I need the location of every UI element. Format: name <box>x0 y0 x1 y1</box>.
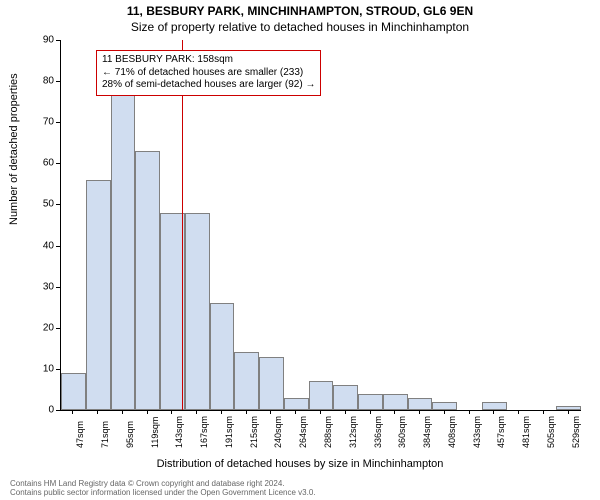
y-tick-mark <box>56 40 60 41</box>
y-tick-mark <box>56 369 60 370</box>
x-tick-mark <box>543 410 544 414</box>
x-tick-label: 215sqm <box>249 416 259 448</box>
histogram-bar <box>556 406 581 410</box>
x-tick-mark <box>345 410 346 414</box>
x-tick-mark <box>221 410 222 414</box>
x-tick-label: 71sqm <box>100 421 110 448</box>
x-tick-mark <box>419 410 420 414</box>
y-tick-label: 10 <box>43 363 54 374</box>
annotation-box: 11 BESBURY PARK: 158sqm ← 71% of detache… <box>96 50 321 96</box>
y-tick-label: 40 <box>43 240 54 251</box>
y-tick-label: 70 <box>43 117 54 128</box>
x-tick-mark <box>295 410 296 414</box>
histogram-bar <box>383 394 408 410</box>
chart-title-address: 11, BESBURY PARK, MINCHINHAMPTON, STROUD… <box>0 4 600 18</box>
y-axis-label: Number of detached properties <box>8 73 20 225</box>
x-tick-label: 457sqm <box>496 416 506 448</box>
y-tick-label: 80 <box>43 76 54 87</box>
histogram-bar <box>358 394 383 410</box>
x-tick-label: 529sqm <box>571 416 581 448</box>
histogram-bar <box>259 357 284 410</box>
histogram-bar <box>185 213 210 410</box>
histogram-bar <box>432 402 457 410</box>
x-tick-label: 505sqm <box>546 416 556 448</box>
x-tick-mark <box>246 410 247 414</box>
chart-title-description: Size of property relative to detached ho… <box>0 20 600 34</box>
x-tick-mark <box>147 410 148 414</box>
histogram-bar <box>135 151 160 410</box>
y-tick-mark <box>56 410 60 411</box>
x-tick-label: 433sqm <box>472 416 482 448</box>
x-tick-label: 312sqm <box>348 416 358 448</box>
y-tick-mark <box>56 163 60 164</box>
y-tick-label: 50 <box>43 199 54 210</box>
x-tick-mark <box>72 410 73 414</box>
x-tick-label: 264sqm <box>298 416 308 448</box>
x-tick-mark <box>97 410 98 414</box>
x-tick-label: 408sqm <box>447 416 457 448</box>
histogram-bar <box>333 385 358 410</box>
annotation-line2: ← 71% of detached houses are smaller (23… <box>102 67 315 80</box>
x-tick-label: 191sqm <box>224 416 234 448</box>
marker-line <box>182 40 183 410</box>
x-tick-mark <box>394 410 395 414</box>
histogram-bar <box>482 402 507 410</box>
x-tick-label: 384sqm <box>422 416 432 448</box>
footer-line2: Contains public sector information licen… <box>10 488 316 498</box>
x-tick-label: 95sqm <box>125 421 135 448</box>
histogram-bar <box>61 373 86 410</box>
x-tick-mark <box>270 410 271 414</box>
annotation-line1: 11 BESBURY PARK: 158sqm <box>102 54 315 67</box>
y-tick-mark <box>56 328 60 329</box>
x-tick-label: 336sqm <box>373 416 383 448</box>
y-tick-mark <box>56 122 60 123</box>
x-tick-mark <box>444 410 445 414</box>
histogram-bar <box>234 352 259 410</box>
histogram-bar <box>86 180 111 410</box>
footer-attribution: Contains HM Land Registry data © Crown c… <box>10 479 316 498</box>
x-tick-mark <box>122 410 123 414</box>
y-tick-label: 90 <box>43 35 54 46</box>
x-tick-mark <box>370 410 371 414</box>
x-tick-mark <box>320 410 321 414</box>
x-tick-mark <box>196 410 197 414</box>
x-axis-label: Distribution of detached houses by size … <box>0 458 600 470</box>
histogram-bar <box>309 381 334 410</box>
x-tick-mark <box>469 410 470 414</box>
y-tick-label: 60 <box>43 158 54 169</box>
x-tick-label: 143sqm <box>174 416 184 448</box>
x-tick-mark <box>518 410 519 414</box>
histogram-bar <box>284 398 309 410</box>
plot-area <box>60 40 581 411</box>
y-tick-label: 30 <box>43 281 54 292</box>
x-tick-mark <box>568 410 569 414</box>
footer-line1: Contains HM Land Registry data © Crown c… <box>10 479 316 489</box>
x-tick-label: 119sqm <box>150 417 160 448</box>
x-tick-label: 481sqm <box>521 416 531 448</box>
y-tick-label: 0 <box>48 405 54 416</box>
histogram-bar <box>210 303 235 410</box>
x-tick-label: 47sqm <box>75 421 85 448</box>
histogram-bar <box>111 81 136 410</box>
x-tick-label: 167sqm <box>199 416 209 448</box>
y-tick-mark <box>56 287 60 288</box>
annotation-line3: 28% of semi-detached houses are larger (… <box>102 79 315 92</box>
histogram-bar <box>408 398 433 410</box>
x-tick-label: 360sqm <box>397 416 407 448</box>
y-tick-mark <box>56 204 60 205</box>
chart-container: 11 BESBURY PARK: 158sqm ← 71% of detache… <box>60 40 580 410</box>
y-tick-mark <box>56 246 60 247</box>
x-tick-label: 240sqm <box>273 416 283 448</box>
y-tick-mark <box>56 81 60 82</box>
x-tick-label: 288sqm <box>323 416 333 448</box>
x-tick-mark <box>493 410 494 414</box>
x-tick-mark <box>171 410 172 414</box>
y-tick-label: 20 <box>43 322 54 333</box>
